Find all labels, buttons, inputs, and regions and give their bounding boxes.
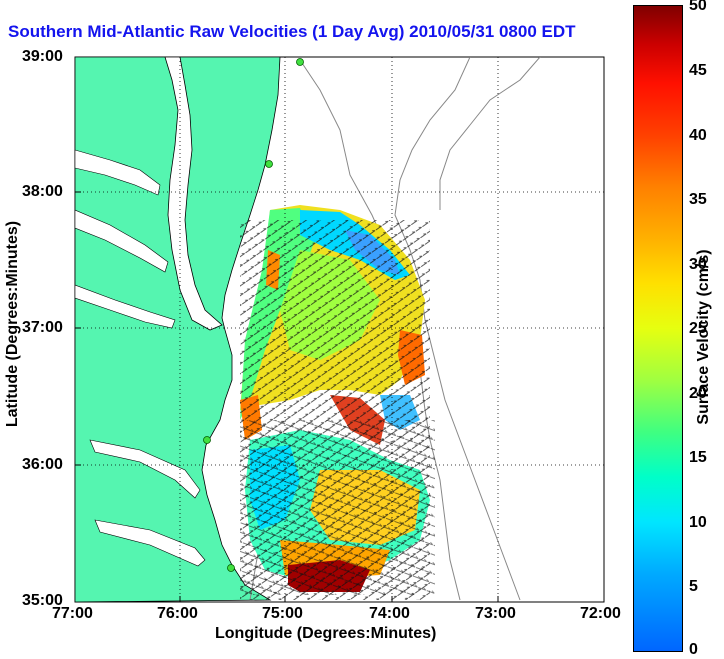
land-mass (75, 57, 281, 602)
x-tick-label: 72:00 (580, 605, 621, 622)
colorbar-tick: 30 (689, 256, 707, 273)
y-tick-label: 37:00 (22, 319, 63, 336)
velocity-field (240, 205, 435, 600)
y-tick-label: 39:00 (22, 48, 63, 65)
x-tick-label: 74:00 (369, 605, 410, 622)
x-axis-label: Longitude (Degrees:Minutes) (215, 625, 437, 642)
x-tick-label: 77:00 (52, 605, 93, 622)
colorbar-tick: 0 (689, 641, 698, 658)
chesapeake-bay (164, 57, 223, 331)
colorbar-tick: 50 (689, 0, 707, 14)
colorbar-tick: 25 (689, 320, 707, 337)
colorbar-label: Surface Velocity (cm/s) (695, 249, 712, 425)
x-tick-label: 75:00 (262, 605, 303, 622)
colorbar-tick: 20 (689, 385, 707, 402)
y-tick-label: 35:00 (22, 592, 63, 609)
grid-lines (75, 57, 604, 602)
y-axis-label: Latitude (Degrees:Minutes) (4, 220, 21, 428)
station-markers (203, 58, 304, 572)
y-tick-label: 36:00 (22, 456, 63, 473)
colorbar-tick: 35 (689, 191, 707, 208)
colorbar-tick: 5 (689, 578, 698, 595)
colorbar-tick: 15 (689, 449, 707, 466)
colorbar-tick: 10 (689, 514, 707, 531)
map-title: Southern Mid-Atlantic Raw Velocities (1 … (8, 22, 576, 41)
x-tick-label: 73:00 (475, 605, 516, 622)
colorbar (633, 5, 683, 652)
colorbar-tick: 40 (689, 127, 707, 144)
colorbar-tick: 45 (689, 62, 707, 79)
x-tick-label: 76:00 (157, 605, 198, 622)
y-tick-label: 38:00 (22, 183, 63, 200)
